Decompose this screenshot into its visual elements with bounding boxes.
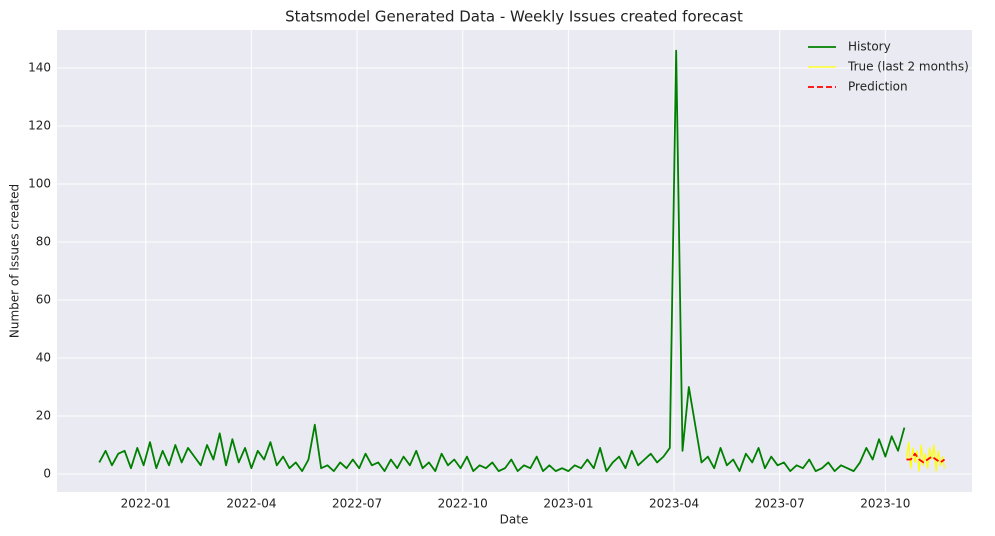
y-tick-label: 0 bbox=[43, 467, 51, 481]
x-tick-label: 2023-10 bbox=[860, 497, 910, 511]
lines bbox=[98, 49, 946, 473]
x-tick-label: 2023-01 bbox=[543, 497, 593, 511]
legend-label: History bbox=[848, 40, 891, 54]
chart-title: Statsmodel Generated Data - Weekly Issue… bbox=[285, 8, 743, 26]
y-tick-label: 20 bbox=[36, 409, 51, 423]
legend-label: Prediction bbox=[848, 80, 908, 94]
x-tick-label: 2022-07 bbox=[332, 497, 382, 511]
plot-area bbox=[57, 30, 972, 492]
grid bbox=[57, 30, 972, 492]
legend-label: True (last 2 months) bbox=[847, 60, 969, 74]
y-tick-label: 40 bbox=[36, 351, 51, 365]
y-tick-label: 60 bbox=[36, 293, 51, 307]
y-tick-label: 80 bbox=[36, 235, 51, 249]
x-tick-label: 2022-10 bbox=[438, 497, 488, 511]
x-axis-label: Date bbox=[500, 513, 529, 527]
x-tick-label: 2022-01 bbox=[121, 497, 171, 511]
y-tick-label: 120 bbox=[28, 118, 51, 132]
data-line bbox=[905, 441, 946, 472]
y-tick-label: 100 bbox=[28, 177, 51, 191]
data-line bbox=[906, 452, 946, 464]
x-tick-label: 2022-04 bbox=[226, 497, 276, 511]
x-tick-label: 2023-07 bbox=[755, 497, 805, 511]
x-tick-label: 2023-04 bbox=[649, 497, 699, 511]
legend: History True (last 2 months) Prediction bbox=[808, 40, 969, 94]
data-line bbox=[98, 49, 906, 473]
y-tick-label: 140 bbox=[28, 60, 51, 74]
y-axis-label: Number of Issues created bbox=[8, 184, 22, 338]
